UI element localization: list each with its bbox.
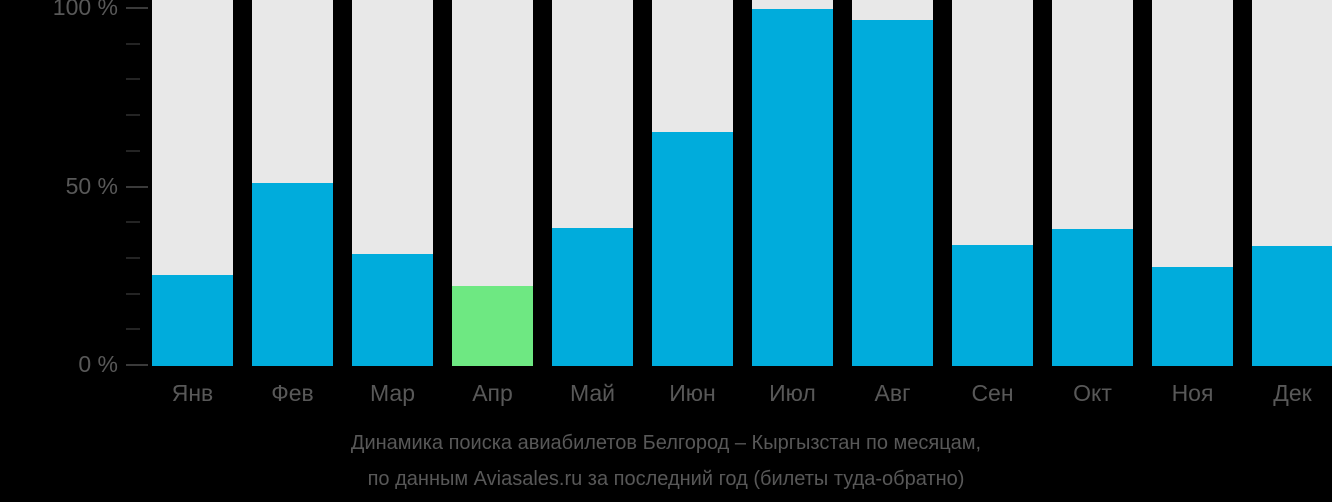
bar-column[interactable] [352, 0, 433, 366]
caption-line-2: по данным Aviasales.ru за последний год … [367, 468, 965, 490]
y-axis-tick-minor [126, 78, 140, 81]
bar-column[interactable] [1152, 0, 1233, 366]
x-axis-label: Май [569, 380, 616, 406]
y-axis-tick-minor [126, 42, 140, 45]
bar-fill [152, 274, 233, 366]
bar-fill [1152, 267, 1233, 366]
bar-column[interactable] [1052, 0, 1133, 366]
bar-column[interactable] [552, 0, 633, 366]
x-axis-label: Июл [769, 380, 816, 406]
bar-column[interactable] [252, 0, 333, 366]
y-axis-tick-minor [126, 114, 140, 117]
plot-area: 100 % 50 % 0 % [0, 0, 1332, 376]
y-axis-tick-minor [126, 328, 140, 331]
y-axis-tick-minor [126, 292, 140, 295]
x-axis-label: Фев [271, 380, 314, 406]
bar-column[interactable] [952, 0, 1033, 366]
bar-column[interactable] [652, 0, 733, 366]
bars-layer [152, 0, 1332, 366]
bar-fill [952, 244, 1033, 366]
bar-fill [352, 253, 433, 366]
bar-fill [1252, 246, 1332, 366]
bar-column[interactable] [452, 0, 533, 366]
y-axis-tick-minor [126, 149, 140, 152]
y-axis-tick-major [126, 364, 148, 366]
chart-caption: Динамика поиска авиабилетов Белгород – К… [0, 425, 1332, 497]
bar-column[interactable] [1252, 0, 1332, 366]
y-axis-tick-major [126, 185, 148, 188]
y-axis-label: 100 % [52, 0, 118, 20]
bar-fill [252, 182, 333, 366]
bar-fill [852, 20, 933, 366]
x-axis-label: Мар [369, 380, 415, 406]
bar-fill [1052, 228, 1133, 366]
x-axis-label: Окт [1073, 380, 1112, 406]
x-axis-label: Авг [874, 380, 911, 406]
bar-fill [752, 9, 833, 366]
bar-column[interactable] [752, 0, 833, 366]
bar-fill-highlighted [452, 286, 533, 366]
x-axis-label: Июн [669, 380, 716, 406]
y-axis-tick-major [126, 7, 148, 9]
bar-column[interactable] [852, 0, 933, 366]
x-axis-label: Апр [472, 380, 513, 406]
y-axis-tick-minor [126, 256, 140, 259]
caption-line-1: Динамика поиска авиабилетов Белгород – К… [350, 432, 982, 454]
bar-fill [552, 227, 633, 366]
y-axis: 100 % 50 % 0 % [0, 0, 152, 376]
bar-column[interactable] [152, 0, 233, 366]
x-axis-label: Сен [971, 380, 1014, 406]
y-axis-label: 0 % [78, 351, 118, 377]
y-axis-tick-minor [126, 221, 140, 224]
x-axis-label: Янв [171, 380, 214, 406]
x-axis-label: Дек [1273, 380, 1312, 406]
bar-fill [652, 132, 733, 366]
y-axis-label: 50 % [65, 172, 118, 199]
x-axis: Янв Фев Мар Апр Май Июн Июл Авг Сен Окт Ноя Дек [152, 366, 1332, 422]
x-axis-label: Ноя [1171, 380, 1214, 406]
